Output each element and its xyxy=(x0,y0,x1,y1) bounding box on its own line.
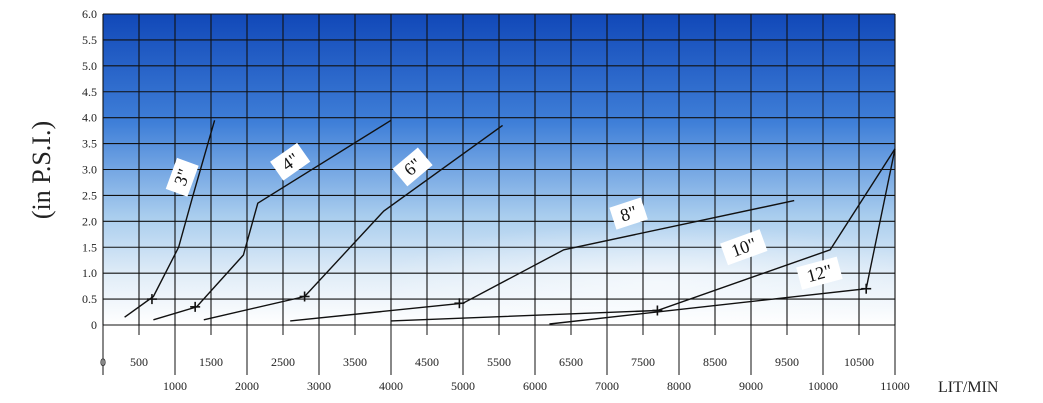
x-tick-label-lower: 8000 xyxy=(667,379,691,393)
series-label-text: 3" xyxy=(170,166,194,188)
x-tick-label-upper: 1500 xyxy=(199,355,223,369)
x-tick-label-upper: 500 xyxy=(130,355,148,369)
x-tick-label-lower: 7000 xyxy=(595,379,619,393)
series-line-0 xyxy=(124,120,216,318)
x-tick-label-lower: 5000 xyxy=(451,379,475,393)
series-marker-0 xyxy=(146,294,157,305)
x-tick-label-upper: 4500 xyxy=(415,355,439,369)
series-label-box xyxy=(270,142,311,181)
series-marker-5 xyxy=(861,283,872,294)
y-axis-label: (in P.S.I.) xyxy=(27,121,56,219)
y-tick-label: 4.5 xyxy=(82,85,97,99)
series-label-box xyxy=(392,147,433,187)
series-label-3: 8" xyxy=(609,197,648,230)
x-tick-label-lower: 6000 xyxy=(523,379,547,393)
series-label-5: 12" xyxy=(796,256,843,290)
series-marker-1 xyxy=(190,301,201,312)
y-tick-label: 0 xyxy=(91,318,97,332)
x-tick-label-lower: 9000 xyxy=(739,379,763,393)
series-label-text: 8" xyxy=(618,202,640,226)
y-tick-label: 5.5 xyxy=(82,33,97,47)
y-tick-label: 2.5 xyxy=(82,188,97,202)
x-tick-label-lower: 3000 xyxy=(307,379,331,393)
series-line-3 xyxy=(290,199,795,322)
series-label-box xyxy=(720,229,768,266)
series-marker-3 xyxy=(454,298,465,309)
x-tick-label-lower: 10000 xyxy=(808,379,838,393)
y-tick-label: 1.5 xyxy=(82,240,97,254)
series-label-box xyxy=(165,157,199,197)
x-tick-label-lower: 2000 xyxy=(235,379,259,393)
series-line-2 xyxy=(203,124,504,321)
y-tick-label: 3.0 xyxy=(82,163,97,177)
x-tick-label-upper: 10500 xyxy=(844,355,874,369)
series-marker-2 xyxy=(299,291,310,302)
series-label-0: 3" xyxy=(165,157,199,197)
series-label-box xyxy=(796,256,843,290)
x-tick-label-upper: 9500 xyxy=(775,355,799,369)
x-tick-label-upper: 8500 xyxy=(703,355,727,369)
x-tick-label-upper: 2500 xyxy=(271,355,295,369)
y-tick-label: 6.0 xyxy=(82,7,97,21)
y-tick-label: 1.0 xyxy=(82,266,97,280)
x-tick-label-upper: 7500 xyxy=(631,355,655,369)
y-tick-label: 0.5 xyxy=(82,292,97,306)
x-axis-label: LIT/MIN xyxy=(938,379,999,396)
series-line-4 xyxy=(390,148,896,322)
series-marker-4 xyxy=(652,305,663,316)
y-tick-label: 4.0 xyxy=(82,111,97,125)
x-tick-label-upper: 6500 xyxy=(559,355,583,369)
x-tick-label-lower: 11000 xyxy=(880,379,910,393)
y-tick-label: 3.5 xyxy=(82,137,97,151)
x-tick-label-lower: 4000 xyxy=(379,379,403,393)
x-tick-label-upper: 3500 xyxy=(343,355,367,369)
series-line-1 xyxy=(153,119,392,321)
x-tick-label-upper: 0 xyxy=(100,355,106,369)
y-tick-label: 5.0 xyxy=(82,59,97,73)
y-tick-label: 2.0 xyxy=(82,214,97,228)
x-tick-label-lower: 1000 xyxy=(163,379,187,393)
series-label-box xyxy=(609,197,648,230)
x-tick-label-upper: 5500 xyxy=(487,355,511,369)
